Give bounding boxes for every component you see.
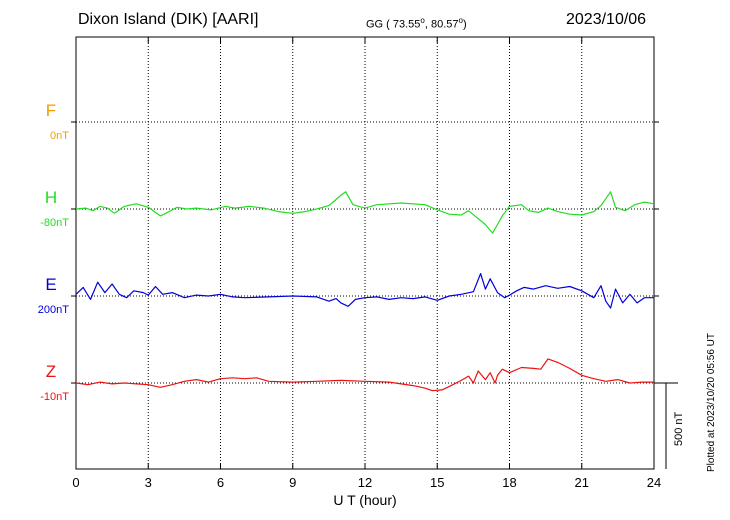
- grid-lines: [147, 37, 583, 469]
- channel-baseline-e: 200nT: [38, 304, 69, 316]
- channel-name-z: Z: [46, 362, 56, 381]
- coords-lon: , 80.57: [424, 18, 459, 31]
- coords-degree-2: o: [458, 16, 463, 25]
- x-axis-label: U T (hour): [333, 492, 396, 508]
- x-axis: 0 3 6 9 12 15 18 21 24: [72, 37, 661, 490]
- channel-name-h: H: [45, 188, 57, 207]
- series-line-h: [75, 191, 655, 234]
- scale-bar-label: 500 nT: [673, 411, 685, 446]
- channel-baseline-f: 0nT: [50, 130, 69, 142]
- x-tick-label-12: 12: [358, 475, 372, 490]
- channel-baseline-z: -10nT: [40, 391, 69, 403]
- x-tick-label-0: 0: [72, 475, 79, 490]
- channel-name-f: F: [46, 101, 56, 120]
- x-tick-label-9: 9: [289, 475, 296, 490]
- scale-bar: 500 nT: [654, 382, 685, 469]
- channel-baseline-h: -80nT: [40, 217, 69, 229]
- series-group: [75, 191, 655, 392]
- x-tick-label-3: 3: [145, 475, 152, 490]
- baseline-lines: [71, 121, 659, 384]
- x-tick-label-18: 18: [502, 475, 516, 490]
- chart-date: 2023/10/06: [566, 11, 647, 28]
- station-title: Dixon Island (DIK) [AARI]: [78, 11, 259, 28]
- x-tick-label-15: 15: [430, 475, 444, 490]
- x-tick-label-24: 24: [647, 475, 661, 490]
- coords-degree-1: o: [420, 16, 425, 25]
- coords-close: ): [462, 18, 467, 31]
- coords-lat: GG ( 73.55: [366, 18, 421, 31]
- station-coordinates: GG ( 73.55o, 80.57o): [366, 16, 467, 31]
- series-line-z: [75, 358, 654, 392]
- plotted-timestamp: Plotted at 2023/10/20 05:56 UT: [706, 333, 717, 472]
- series-line-e: [75, 273, 654, 309]
- x-tick-label-6: 6: [217, 475, 224, 490]
- channel-name-e: E: [45, 275, 56, 294]
- x-tick-label-21: 21: [575, 475, 589, 490]
- channel-labels: F 0nT H -80nT E 200nT Z -10nT: [38, 101, 69, 403]
